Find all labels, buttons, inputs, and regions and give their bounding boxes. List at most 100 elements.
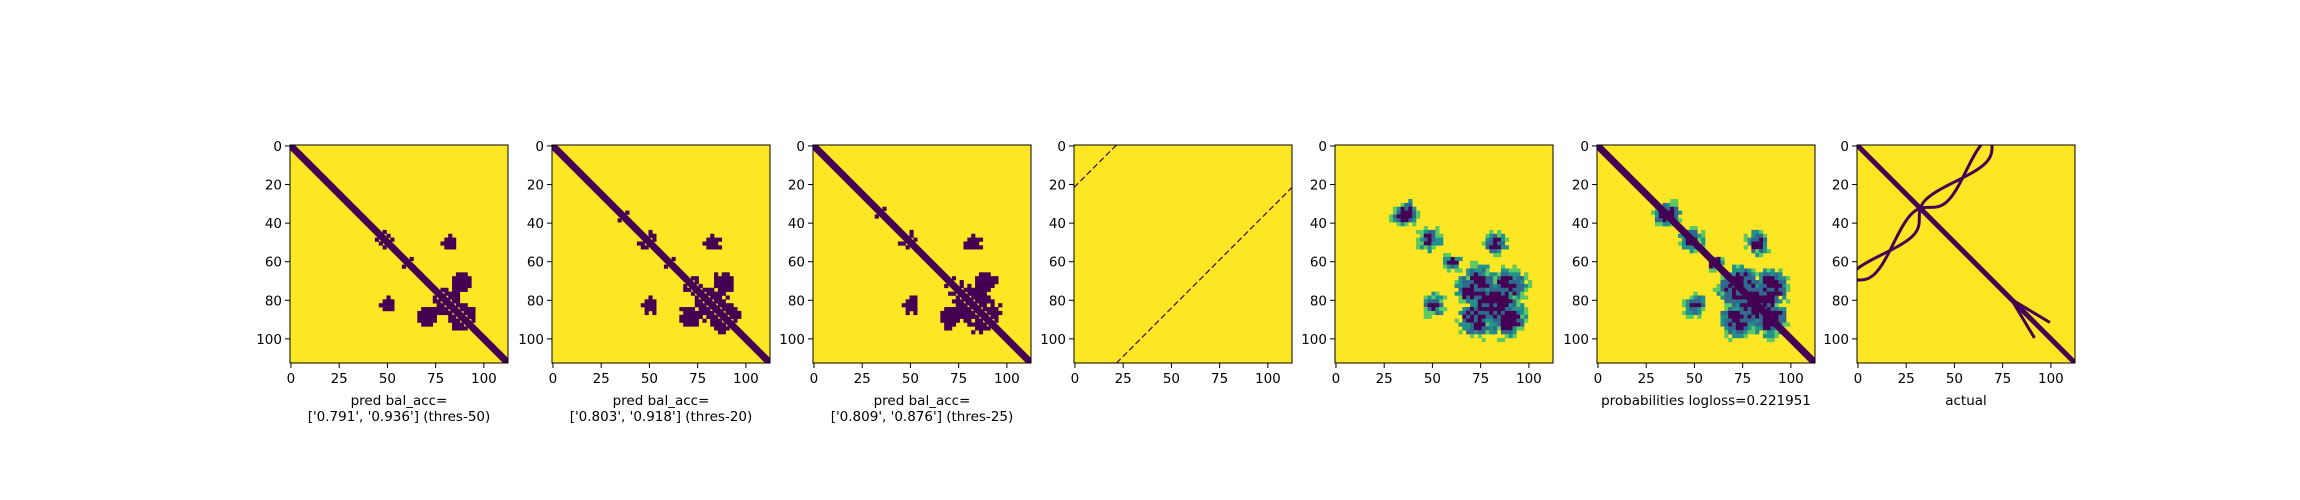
prob-cell xyxy=(1473,268,1479,273)
pred-cell xyxy=(967,237,972,242)
pred-cell xyxy=(944,307,949,312)
pred-cell xyxy=(452,237,457,242)
prob-cell xyxy=(1404,218,1409,223)
pred-cell xyxy=(721,287,726,292)
pred-cell xyxy=(725,272,730,277)
prob-cell xyxy=(1755,229,1760,235)
x-tick-label: 75 xyxy=(950,371,967,387)
pred-cell xyxy=(909,295,914,300)
prob-cell xyxy=(1512,299,1517,304)
prob-cell xyxy=(1666,206,1671,211)
x-axis-caption: actual xyxy=(1945,393,1987,409)
prob-cell xyxy=(1481,241,1486,246)
prob-cell xyxy=(1778,287,1783,292)
pred-cell xyxy=(963,310,968,316)
prob-cell xyxy=(1751,314,1756,319)
x-tick-label: 0 xyxy=(1071,371,1080,387)
pred-cell xyxy=(967,291,972,296)
pred-cell xyxy=(706,307,711,312)
pred-cell xyxy=(725,287,730,292)
prob-cell xyxy=(1477,322,1482,327)
prob-cell xyxy=(1774,314,1779,319)
prob-cell xyxy=(1412,214,1417,219)
prob-cell xyxy=(1408,206,1413,211)
pred-cell xyxy=(425,310,430,316)
prob-cell xyxy=(1504,330,1509,335)
prob-cell xyxy=(1766,280,1771,285)
prob-cell xyxy=(1751,307,1756,312)
prob-cell xyxy=(1450,260,1455,265)
prob-cell xyxy=(1689,303,1694,308)
prob-cell xyxy=(1766,272,1771,277)
prob-cell xyxy=(1751,287,1756,292)
pred-cell xyxy=(698,299,703,304)
prob-cell xyxy=(1470,276,1475,281)
prob-cell xyxy=(1747,268,1752,273)
y-tick-label: 80 xyxy=(527,293,544,309)
prob-cell xyxy=(1396,206,1401,211)
prob-cell xyxy=(1759,245,1764,250)
prob-cell xyxy=(1701,295,1706,300)
prob-cell xyxy=(1774,295,1779,300)
prob-cell xyxy=(1743,330,1748,335)
prob-cell xyxy=(1473,303,1479,308)
prob-cell xyxy=(1720,314,1725,319)
prob-cell xyxy=(1520,326,1525,331)
prob-cell xyxy=(1770,272,1775,277)
prob-cell xyxy=(1651,210,1656,215)
prob-cell xyxy=(1493,272,1498,277)
prob-cell xyxy=(1500,318,1506,323)
prob-cell xyxy=(1443,295,1448,300)
pred-cell xyxy=(967,307,972,312)
prob-cell xyxy=(1716,287,1721,292)
prob-cell xyxy=(1489,272,1494,277)
prob-cell xyxy=(1408,202,1413,208)
pred-cell xyxy=(455,303,461,308)
prob-cell xyxy=(1516,283,1521,289)
prob-cell xyxy=(1697,299,1702,304)
pred-cell xyxy=(386,303,391,308)
prob-cell xyxy=(1427,237,1432,242)
prob-cell xyxy=(1423,233,1428,238)
pred-cell xyxy=(679,314,684,319)
pred-cell xyxy=(452,314,457,319)
prob-cell xyxy=(1427,229,1432,235)
prob-cell xyxy=(1678,233,1683,238)
pred-cell xyxy=(971,310,976,316)
prob-cell xyxy=(1508,310,1513,316)
pred-cell xyxy=(374,237,380,242)
prob-cell xyxy=(1400,210,1405,215)
prob-cell xyxy=(1786,276,1791,281)
pred-cell xyxy=(683,318,688,323)
prob-cell xyxy=(1493,330,1498,335)
prob-cell xyxy=(1512,291,1517,296)
pred-cell xyxy=(710,314,715,319)
prob-cell xyxy=(1751,318,1756,323)
prob-cell xyxy=(1762,249,1768,254)
y-tick-label: 60 xyxy=(1049,255,1066,271)
y-tick-label: 60 xyxy=(1310,255,1327,271)
pred-cell xyxy=(986,287,991,292)
prob-cell xyxy=(1770,303,1775,308)
prob-cell xyxy=(1493,303,1498,308)
prob-cell xyxy=(1685,314,1690,319)
prob-cell xyxy=(1743,318,1748,323)
pred-cell xyxy=(378,303,383,308)
pred-cell xyxy=(729,280,734,285)
prob-cell xyxy=(1497,337,1502,343)
pred-cell xyxy=(452,283,457,289)
y-tick-label: 0 xyxy=(1057,139,1066,155)
prob-cell xyxy=(1466,318,1471,323)
prob-cell xyxy=(1739,310,1744,316)
prob-cell xyxy=(1685,303,1690,308)
pred-cell xyxy=(652,233,657,238)
prob-cell xyxy=(1747,326,1752,331)
pred-cell xyxy=(459,322,464,327)
prob-cell xyxy=(1693,307,1698,312)
prob-cell xyxy=(1454,256,1459,262)
prob-cell xyxy=(1504,291,1509,296)
pred-cell xyxy=(971,295,976,300)
pred-cell xyxy=(982,295,987,300)
prob-cell xyxy=(1485,245,1490,250)
